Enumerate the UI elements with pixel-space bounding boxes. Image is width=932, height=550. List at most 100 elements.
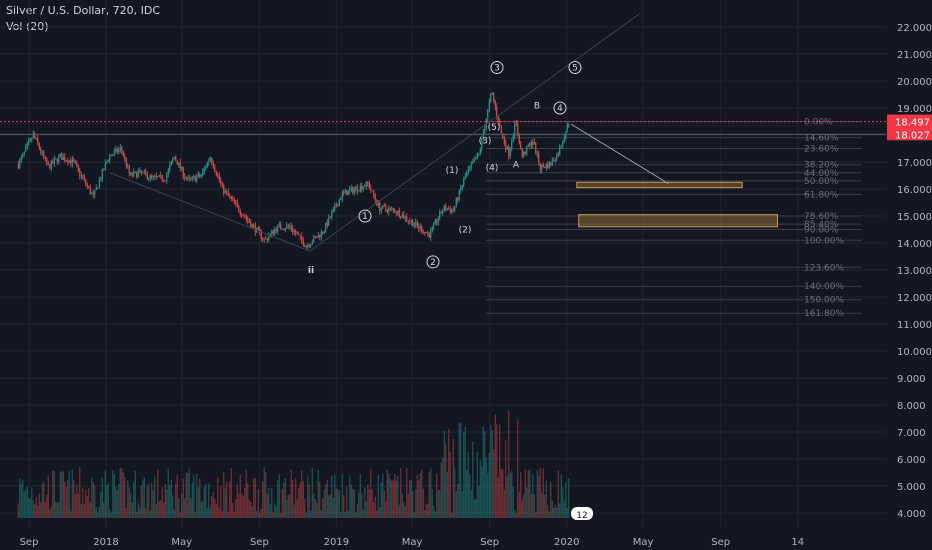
candle-body (323, 230, 325, 234)
volume-bar (283, 482, 285, 518)
volume-bar (187, 473, 189, 518)
wave-circle (553, 101, 567, 115)
candle-body (163, 180, 165, 182)
candle-body (329, 217, 331, 218)
candle-body (76, 163, 78, 166)
volume-bar (278, 474, 280, 518)
wave-label: (3) (479, 136, 492, 146)
volume-bar (533, 493, 535, 518)
volume-bar (79, 467, 81, 518)
volume-bar (65, 487, 67, 518)
volume-bar (401, 493, 403, 518)
candle-body (505, 143, 507, 150)
volume-bar (500, 468, 502, 518)
fib-level-label: 78.60% (804, 212, 839, 222)
candle-body (466, 172, 468, 177)
volume-bar (257, 488, 259, 518)
candle-body (487, 109, 489, 119)
candle-body (296, 233, 298, 235)
candle-body (110, 155, 112, 157)
volume-bar (328, 495, 330, 518)
volume-bar (155, 504, 157, 518)
volume-bar (481, 466, 483, 518)
y-tick-label: 7.000 (897, 428, 926, 439)
candle-body (149, 175, 151, 179)
candle-body (148, 178, 150, 180)
volume-bar (421, 469, 423, 518)
volume-bar (284, 478, 286, 518)
candle-body (185, 177, 187, 180)
volume-bar (281, 489, 283, 518)
volume-bar (503, 489, 505, 518)
volume-bar (293, 504, 295, 518)
candle-body (553, 159, 555, 162)
volume-bar (563, 500, 565, 518)
candle-body (334, 205, 336, 209)
volume-bar (61, 471, 63, 518)
volume-bar (344, 511, 346, 518)
volume-bar (247, 483, 249, 518)
candle-body (92, 193, 94, 195)
volume-bar (434, 511, 436, 518)
candle-body (496, 106, 498, 116)
volume-bar (127, 480, 129, 518)
volume-bar (68, 470, 70, 518)
volume-bar (383, 489, 385, 518)
volume-bar (476, 452, 478, 518)
volume-bar (536, 470, 538, 518)
volume-bar (253, 478, 255, 518)
candle-body (259, 229, 261, 232)
candle-body (116, 148, 118, 153)
volume-bar (448, 428, 450, 518)
candle-body (272, 230, 274, 235)
volume-bar (130, 493, 132, 518)
volume-bar (368, 489, 370, 518)
x-tick-label: Sep (20, 537, 39, 548)
volume-bar (407, 493, 409, 518)
volume-bar (193, 474, 195, 518)
price-label-bg (887, 114, 932, 128)
volume-bar (110, 512, 112, 518)
volume-bar (311, 468, 313, 518)
volume-bar (58, 502, 60, 518)
volume-bar (49, 509, 51, 518)
volume-bar (286, 500, 288, 518)
candle-body (413, 225, 415, 227)
candle-body (305, 246, 307, 248)
volume-bar (416, 474, 418, 518)
candle-body (457, 198, 459, 201)
volume-bar (119, 467, 121, 518)
volume-bar (313, 493, 315, 518)
volume-bar (35, 497, 37, 518)
volume-bar (428, 471, 430, 518)
volume-bar (470, 490, 472, 518)
candle-body (499, 122, 501, 126)
wave-label: (2) (459, 226, 472, 236)
volume-bar (73, 479, 75, 518)
candle-body (374, 195, 376, 201)
candle-body (557, 154, 559, 156)
volume-bar (320, 510, 322, 518)
candle-body (325, 222, 327, 231)
volume-bar (179, 512, 181, 518)
volume-bar (55, 501, 57, 518)
volume-bar (334, 474, 336, 518)
candle-body (368, 182, 370, 189)
candle-body (511, 141, 513, 149)
wave-label: (1) (446, 166, 459, 176)
volume-bar (419, 473, 421, 518)
volume-bar (362, 508, 364, 518)
volume-bar (329, 494, 331, 518)
volume-bar (340, 511, 342, 518)
candle-body (137, 172, 139, 178)
volume-bar (182, 478, 184, 518)
candle-body (539, 163, 541, 170)
x-tick-label: May (171, 537, 192, 548)
volume-bar (136, 512, 138, 518)
candle-body (406, 216, 408, 221)
volume-bar (422, 488, 424, 518)
volume-bar (551, 500, 553, 518)
candle-body (283, 229, 285, 231)
candle-body (542, 164, 544, 167)
